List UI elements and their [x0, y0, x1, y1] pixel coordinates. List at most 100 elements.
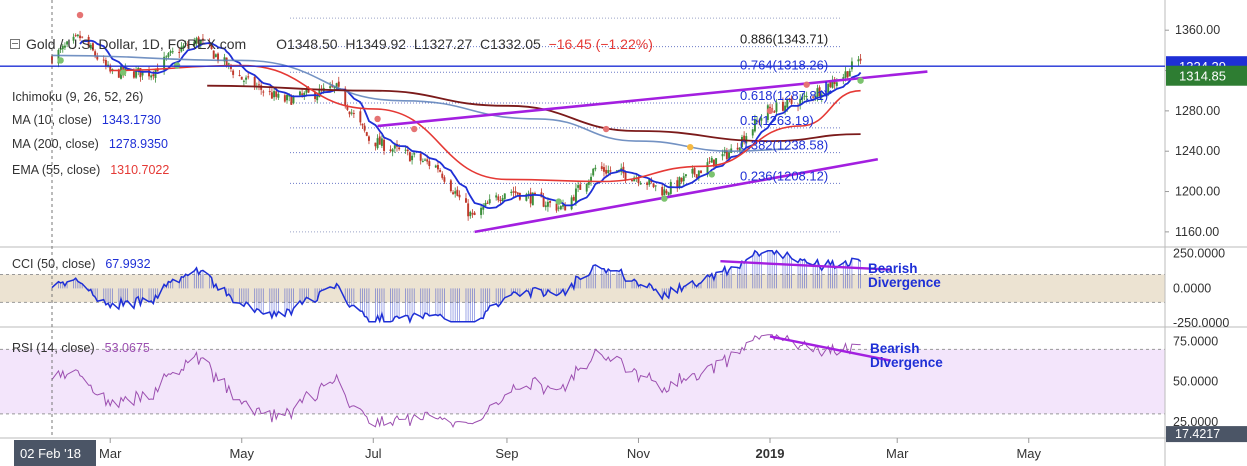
- candle: [139, 67, 142, 78]
- candle: [89, 44, 92, 49]
- candle: [721, 154, 724, 157]
- price-tick-label: 1200.00: [1175, 185, 1220, 199]
- candle: [456, 189, 459, 196]
- candle: [408, 152, 411, 162]
- candle: [488, 199, 491, 204]
- marker-red: [803, 81, 810, 88]
- candle: [725, 150, 728, 160]
- candle: [607, 170, 610, 174]
- candle: [292, 96, 295, 104]
- candle: [273, 91, 276, 98]
- candle: [247, 76, 250, 78]
- time-tick-label: May: [1016, 446, 1041, 461]
- candle: [367, 136, 370, 141]
- price-badge: [1166, 65, 1247, 86]
- candle: [96, 55, 99, 60]
- candle: [182, 45, 185, 49]
- marker-orange: [687, 143, 694, 151]
- rsi-tick-label: 50.0000: [1173, 375, 1218, 389]
- candle: [639, 183, 642, 185]
- candle: [590, 176, 593, 183]
- candle: [667, 192, 670, 196]
- candle: [443, 177, 446, 182]
- candle: [736, 147, 739, 150]
- candle: [758, 120, 761, 123]
- candle: [199, 40, 202, 45]
- candle: [454, 191, 457, 194]
- candle: [452, 192, 455, 194]
- candle: [229, 64, 232, 69]
- candle: [486, 202, 489, 204]
- ohlc-readout: O1348.50 H1349.92 L1327.27 C1332.05 −16.…: [276, 36, 653, 52]
- price-tick-label: 1160.00: [1175, 225, 1219, 239]
- candle: [404, 149, 407, 151]
- candle: [76, 34, 79, 37]
- time-tick-label: Jul: [365, 446, 382, 461]
- cci-line: [51, 249, 862, 324]
- symbol-title[interactable]: Gold / U.S. Dollar, 1D, FOREX.com: [26, 36, 247, 52]
- time-tick-label: Nov: [627, 446, 651, 461]
- candle: [380, 138, 383, 146]
- candle: [835, 82, 838, 86]
- time-cursor-label: 02 Feb '18: [20, 446, 81, 461]
- legend-ema55[interactable]: EMA (55, close) 1310.7022: [12, 163, 170, 177]
- candle: [784, 105, 787, 112]
- candle: [710, 157, 713, 163]
- price-badge-label: 1314.85: [1179, 69, 1226, 84]
- high-value: 1349.92: [355, 36, 407, 52]
- candle: [240, 76, 243, 80]
- rsi-line: [51, 333, 861, 429]
- candle: [693, 167, 696, 175]
- candle: [609, 170, 612, 172]
- candle: [94, 51, 97, 57]
- candle: [117, 69, 120, 78]
- candle: [316, 96, 319, 101]
- cci-pane: [0, 249, 1165, 324]
- legend-ma10[interactable]: MA (10, close) 1343.1730: [12, 113, 161, 127]
- candle: [514, 191, 517, 193]
- marker-green: [661, 195, 668, 202]
- candle: [141, 70, 144, 76]
- candle: [831, 80, 834, 88]
- candle: [555, 203, 558, 211]
- marker-green: [119, 69, 127, 76]
- cci-trendline: [720, 260, 891, 271]
- rsi-band: [0, 349, 1165, 414]
- candle: [510, 191, 513, 193]
- collapse-icon[interactable]: [10, 39, 20, 49]
- candle: [495, 195, 498, 198]
- legend-ma200[interactable]: MA (200, close) 1278.9350: [12, 137, 168, 151]
- candle: [814, 95, 817, 98]
- legend-ichimoku[interactable]: Ichimoku (9, 26, 52, 26): [12, 90, 144, 104]
- marker-red: [602, 125, 610, 133]
- candle: [225, 57, 228, 67]
- candle: [467, 203, 470, 217]
- candle: [376, 138, 379, 149]
- candle: [846, 71, 849, 78]
- candle: [665, 190, 668, 194]
- legend-cci[interactable]: CCI (50, close) 67.9932: [12, 257, 151, 271]
- candle: [544, 205, 547, 208]
- candle: [169, 51, 172, 53]
- rsi-trendline: [769, 335, 891, 362]
- candle: [480, 207, 483, 215]
- candle: [600, 166, 603, 170]
- legend-rsi[interactable]: RSI (14, close) 53.0675: [12, 341, 150, 355]
- candle: [848, 70, 851, 77]
- candle: [585, 183, 588, 192]
- candle: [799, 98, 802, 106]
- candle: [197, 37, 200, 44]
- candle: [66, 41, 69, 45]
- candle: [577, 185, 580, 188]
- fib-label: 0.886(1343.71): [740, 32, 828, 47]
- candle: [227, 63, 230, 65]
- candle: [193, 41, 196, 46]
- candle: [525, 194, 528, 201]
- candle: [572, 196, 575, 201]
- candle: [406, 149, 409, 152]
- candle: [756, 120, 759, 122]
- candle: [753, 119, 756, 132]
- time-tick-label: Mar: [886, 446, 909, 461]
